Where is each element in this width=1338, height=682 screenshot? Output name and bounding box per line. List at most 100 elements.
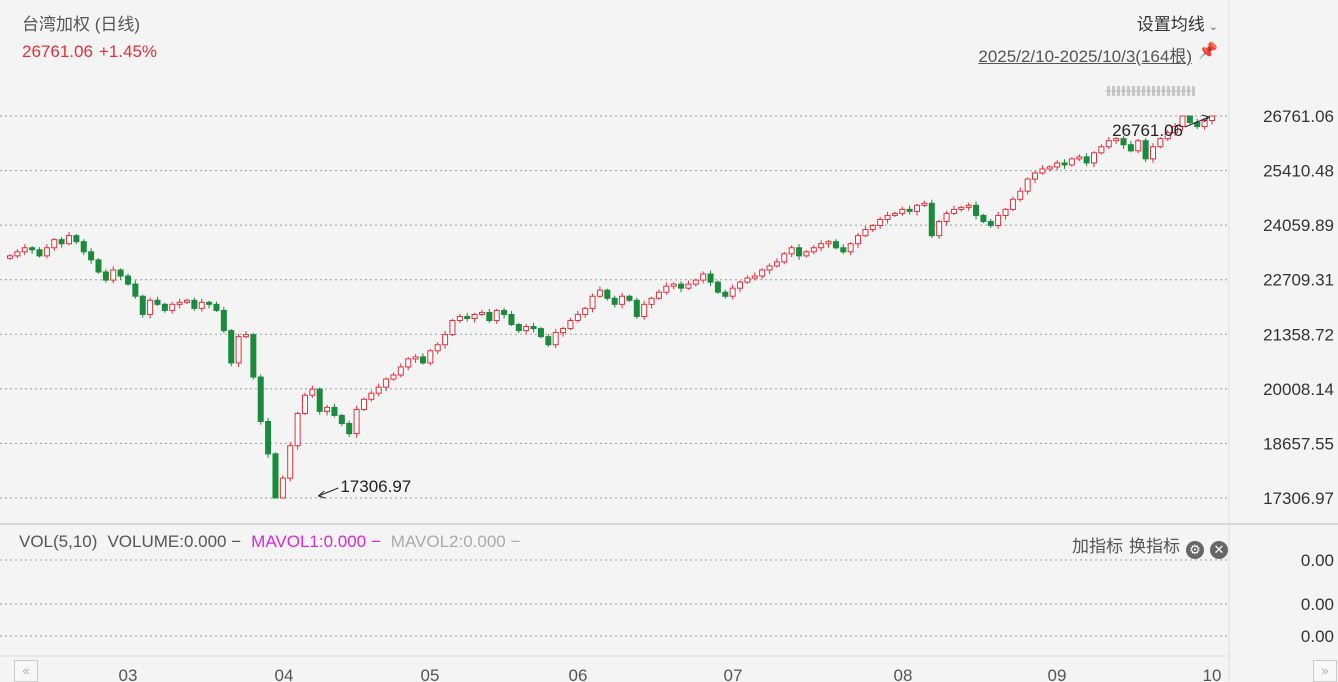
candle-body [368,392,375,400]
candle-body [51,239,58,249]
candle-body [346,423,353,435]
ma-setting-dropdown[interactable]: 设置均线 ⌄ [1137,10,1218,35]
candle-body [847,243,854,253]
candle-body [486,311,493,321]
price-readout: 26761.06 +1.45% [22,42,157,62]
candle-body [810,247,817,253]
candle-body [611,297,618,305]
candle-body [397,366,404,376]
date-range-link[interactable]: 2025/2/10-2025/10/3(164根) [978,47,1192,66]
volume-tick-label: 0.00 [1301,551,1334,570]
candle-body [995,214,1002,227]
volume-legend: VOL(5,10) VOLUME:0.000 − MAVOL1:0.000 − MAV… [19,532,530,552]
candle-body [456,315,463,321]
candle-body [523,326,530,332]
candle-body [899,208,906,214]
pin-icon[interactable]: 📌 [1198,43,1218,60]
candle-body [832,241,839,249]
double-left-icon[interactable]: « [14,660,38,682]
candle-body [338,414,345,425]
candle-body [139,295,146,315]
candle-body [191,299,198,309]
candle-body [21,247,28,253]
candle-body [147,299,154,315]
annotation-arrow [318,487,339,497]
candle-body [869,225,876,231]
candle-body [1209,115,1215,121]
candle-body [1164,132,1171,140]
candle-body [80,241,87,253]
candle-body [1105,140,1112,148]
candle-body [773,261,780,267]
ma-setting-label: 设置均线 [1136,15,1205,34]
candle-body [1179,115,1186,128]
candle-body [678,283,685,289]
candle-body [906,208,913,212]
vol-label: VOL(5,10) [19,532,98,551]
candle-body [700,273,707,281]
close-icon[interactable]: ✕ [1210,541,1228,559]
gear-icon[interactable]: ⚙ [1186,541,1204,559]
candle-body [729,287,736,297]
candle-body [183,299,190,303]
candle-body [324,406,331,412]
candle-body [117,269,124,277]
y-tick-label: 17306.97 [1263,489,1334,508]
candle-body [1113,138,1120,142]
candle-body [169,303,176,311]
y-tick-label: 18657.55 [1263,434,1334,453]
candle-body [980,214,987,223]
candle-body [1039,168,1046,174]
candle-body [1142,140,1149,160]
candle-body [596,289,603,297]
candle-body [220,309,227,332]
y-tick-label: 20008.14 [1263,380,1334,399]
candle-body [272,453,279,499]
candle-body [331,406,338,416]
candle-body [663,285,670,293]
candle-body [1054,162,1061,168]
candle-body [567,319,574,330]
candle-body [1135,140,1142,152]
switch-indicator-button[interactable]: 换指标 [1129,537,1180,556]
candle-body [383,378,390,388]
candle-body [1061,162,1068,166]
double-right-icon[interactable]: » [1313,660,1337,682]
candle-body [914,204,921,212]
candle-body [921,202,928,206]
candle-body [891,212,898,216]
candle-body [228,330,235,364]
candle-body [471,313,478,319]
candle-body [14,251,21,257]
candle-body [987,221,994,227]
indicator-tools: 加指标 换指标 ⚙ ✕ [1066,532,1228,559]
candle-body [943,212,950,223]
candles [7,115,1215,499]
x-tick-label: 10 [1203,666,1222,681]
candle-body [928,202,935,237]
candle-body [877,218,884,227]
candle-body [43,247,50,257]
candle-body [537,328,544,338]
x-tick-label: 09 [1048,666,1067,681]
mavol1-value: MAVOL1:0.000 − [251,532,381,551]
candle-body [65,235,72,245]
candle-body [176,301,183,305]
candle-body [1157,138,1164,148]
date-axis: 03 04 05 06 07 08 09 10 [119,666,1222,681]
candle-body [88,251,95,261]
candle-body [360,398,367,410]
candle-body [442,334,449,346]
candle-body [574,313,581,321]
candle-body [250,334,257,378]
add-indicator-button[interactable]: 加指标 [1072,537,1123,556]
candle-body [73,235,80,243]
x-tick-label: 04 [275,666,294,681]
candle-body [855,235,862,245]
candle-body [434,344,441,352]
candle-body [1017,190,1024,200]
volume-tick-label: 0.00 [1301,595,1334,614]
candle-body [633,299,640,317]
volume-tick-label: 0.00 [1301,627,1334,646]
